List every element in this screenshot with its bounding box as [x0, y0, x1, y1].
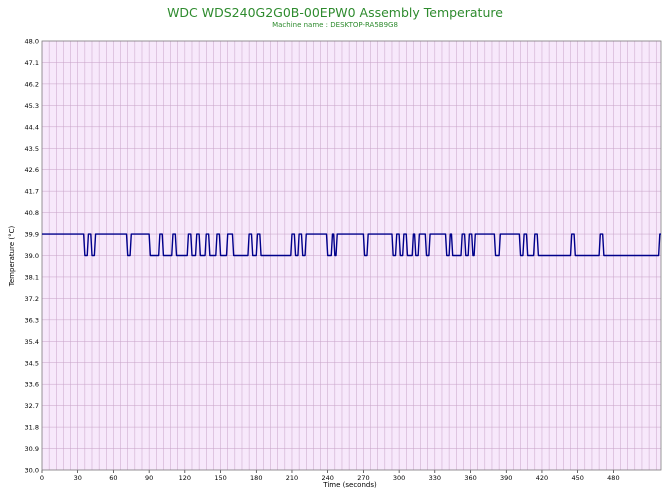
y-tick-label: 41.7	[25, 188, 39, 196]
x-tick-label: 420	[536, 474, 548, 482]
y-tick-label: 30.0	[25, 467, 39, 475]
x-tick-label: 210	[286, 474, 298, 482]
y-tick-label: 46.2	[25, 80, 39, 88]
y-tick-label: 45.3	[25, 102, 39, 110]
temperature-series-line	[42, 233, 661, 257]
x-tick-label: 60	[109, 474, 117, 482]
y-tick-label: 39.9	[25, 231, 39, 239]
y-tick-label: 42.6	[25, 166, 39, 174]
y-tick-label: 36.3	[25, 316, 39, 324]
y-tick-label: 38.1	[25, 273, 39, 281]
y-tick-label: 39.0	[25, 252, 39, 260]
x-tick-label: 480	[607, 474, 619, 482]
x-tick-label: 0	[40, 474, 44, 482]
y-tick-label: 30.9	[25, 445, 39, 453]
y-tick-label: 47.1	[25, 59, 39, 67]
y-tick-label: 34.5	[25, 359, 39, 367]
y-tick-label: 40.8	[25, 209, 39, 217]
x-tick-label: 450	[571, 474, 583, 482]
y-tick-label: 48.0	[25, 38, 39, 46]
x-tick-label: 300	[393, 474, 405, 482]
y-tick-label: 32.7	[25, 402, 39, 410]
y-tick-label: 37.2	[25, 295, 39, 303]
chart-subtitle: Machine name : DESKTOP-RA5B9G8	[272, 21, 398, 29]
x-tick-label: 150	[214, 474, 226, 482]
y-tick-label: 43.5	[25, 145, 39, 153]
x-tick-label: 180	[250, 474, 262, 482]
x-tick-label: 30	[74, 474, 82, 482]
x-tick-label: 240	[321, 474, 333, 482]
y-tick-label: 33.6	[25, 381, 39, 389]
x-tick-label: 270	[357, 474, 369, 482]
x-tick-label: 390	[500, 474, 512, 482]
x-tick-label: 120	[179, 474, 191, 482]
y-tick-label: 35.4	[25, 338, 39, 346]
x-tick-label: 360	[464, 474, 476, 482]
x-tick-label: 330	[429, 474, 441, 482]
y-tick-label: 44.4	[25, 123, 39, 131]
x-axis-label: Time (seconds)	[323, 481, 377, 489]
y-tick-label: 31.8	[25, 424, 39, 432]
chart-title: WDC WDS240G2G0B-00EPW0 Assembly Temperat…	[167, 5, 503, 20]
x-tick-label: 90	[145, 474, 153, 482]
plot-border	[41, 40, 662, 471]
